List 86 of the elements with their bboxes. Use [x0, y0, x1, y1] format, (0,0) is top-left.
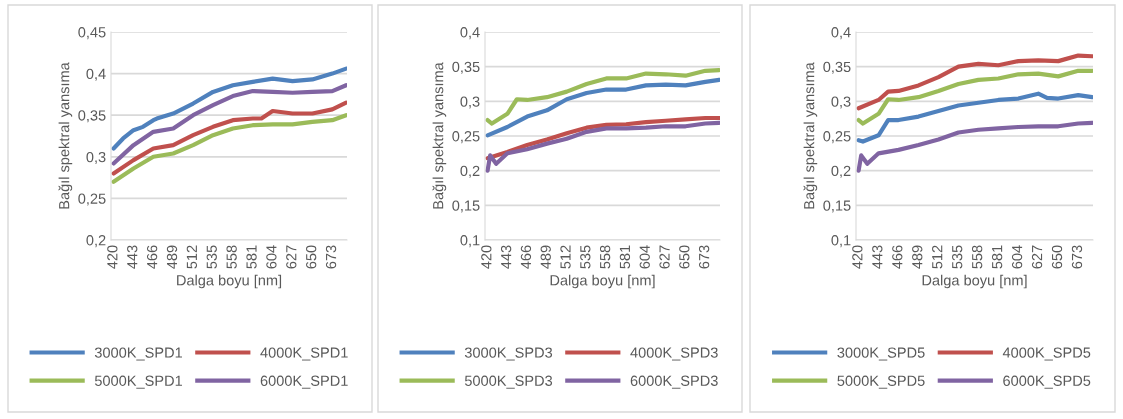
x-tick-label: 627	[1031, 245, 1043, 269]
x-tick-label: 512	[186, 245, 198, 269]
x-tick-label: 627	[286, 245, 297, 269]
line-series	[485, 120, 720, 173]
legend-label: 4000K_SPD1	[260, 347, 348, 361]
x-tick-label: 535	[580, 245, 591, 269]
x-axis-title: Dalga boyu [nm]	[177, 274, 282, 289]
line-series	[485, 68, 720, 126]
x-tick-label: 420	[481, 245, 492, 269]
x-tick-label: 650	[679, 245, 690, 269]
legend-label: 6000K_SPD5	[1003, 375, 1091, 389]
line-series	[856, 68, 1093, 126]
legend-label: 5000K_SPD1	[94, 375, 182, 389]
y-tick-label: 0,4	[831, 27, 851, 40]
x-tick-label: 466	[520, 245, 532, 269]
x-tick-label: 443	[500, 245, 512, 269]
x-tick-label: 558	[971, 245, 983, 269]
y-tick-label: 0,3	[86, 151, 106, 164]
x-tick-label: 489	[166, 245, 178, 269]
x-tick-label: 443	[872, 245, 883, 269]
x-tick-label: 489	[912, 245, 923, 269]
x-tick-label: 627	[659, 245, 670, 269]
x-tick-label: 581	[619, 245, 631, 269]
legend-label: 5000K_SPD3	[464, 375, 553, 389]
x-tick-label: 604	[639, 245, 650, 269]
y-tick-label: 0,2	[831, 165, 851, 178]
legend-label: 3000K_SPD5	[837, 347, 925, 361]
x-tick-label: 489	[540, 245, 551, 269]
line-series	[111, 83, 347, 166]
y-tick-label: 0,35	[452, 61, 480, 74]
y-tick-label: 0,15	[452, 200, 480, 213]
y-tick-label: 0,25	[78, 193, 106, 206]
x-tick-label: 673	[1071, 245, 1083, 269]
y-tick-label: 0,2	[460, 165, 480, 178]
y-tick-label: 0,25	[823, 131, 851, 144]
x-tick-label: 512	[560, 245, 571, 269]
y-tick-label: 0,4	[460, 27, 480, 40]
line-series	[111, 113, 347, 184]
line-series	[856, 53, 1093, 111]
legend-label: 5000K_SPD5	[837, 375, 925, 389]
x-tick-label: 581	[991, 245, 1003, 269]
line-series	[856, 120, 1093, 173]
x-tick-label: 420	[852, 245, 863, 269]
x-tick-label: 604	[266, 245, 277, 269]
x-tick-label: 535	[206, 245, 217, 269]
x-tick-label: 581	[246, 245, 257, 269]
x-tick-label: 466	[146, 245, 158, 269]
legend-label: 4000K_SPD3	[630, 347, 718, 361]
y-tick-label: 0,1	[831, 235, 851, 248]
y-tick-label: 0,35	[78, 110, 106, 123]
x-tick-label: 650	[306, 245, 317, 269]
y-tick-label: 0,2	[86, 235, 106, 248]
y-axis-title: Bağıl spektral yansıma	[803, 62, 818, 209]
y-tick-label: 0,15	[823, 200, 851, 213]
y-axis-title: Bağıl spektral yansıma	[432, 62, 447, 209]
legend-label: 3000K_SPD1	[94, 347, 182, 361]
x-tick-label: 673	[698, 245, 710, 269]
x-tick-label: 420	[107, 245, 118, 269]
x-tick-label: 558	[599, 245, 611, 269]
y-tick-label: 0,45	[78, 27, 106, 40]
y-tick-label: 0,3	[831, 96, 851, 109]
y-tick-label: 0,35	[823, 61, 851, 74]
x-tick-label: 535	[952, 245, 963, 269]
legend-label: 4000K_SPD5	[1002, 347, 1091, 361]
line-series	[111, 66, 347, 151]
y-tick-label: 0,4	[86, 68, 106, 81]
x-tick-label: 650	[1051, 245, 1063, 269]
x-axis-title: Dalga boyu [nm]	[550, 274, 655, 289]
x-tick-label: 604	[1011, 245, 1023, 269]
x-tick-label: 673	[325, 245, 337, 269]
y-tick-label: 0,25	[452, 131, 480, 144]
legend-label: 3000K_SPD3	[464, 347, 553, 361]
legend-label: 6000K_SPD1	[260, 375, 348, 389]
x-tick-label: 443	[127, 245, 138, 269]
line-series	[111, 100, 347, 176]
legend-label: 6000K_SPD3	[630, 375, 718, 389]
y-tick-label: 0,3	[460, 96, 480, 109]
line-series	[856, 91, 1093, 144]
x-tick-label: 466	[892, 245, 903, 269]
y-axis-title: Bağıl spektral yansıma	[58, 62, 73, 209]
x-tick-label: 558	[226, 245, 237, 269]
x-tick-label: 512	[932, 245, 943, 269]
line-series	[485, 77, 720, 138]
x-axis-title: Dalga boyu [nm]	[922, 274, 1027, 289]
y-tick-label: 0,1	[460, 235, 480, 248]
line-series	[485, 115, 720, 161]
